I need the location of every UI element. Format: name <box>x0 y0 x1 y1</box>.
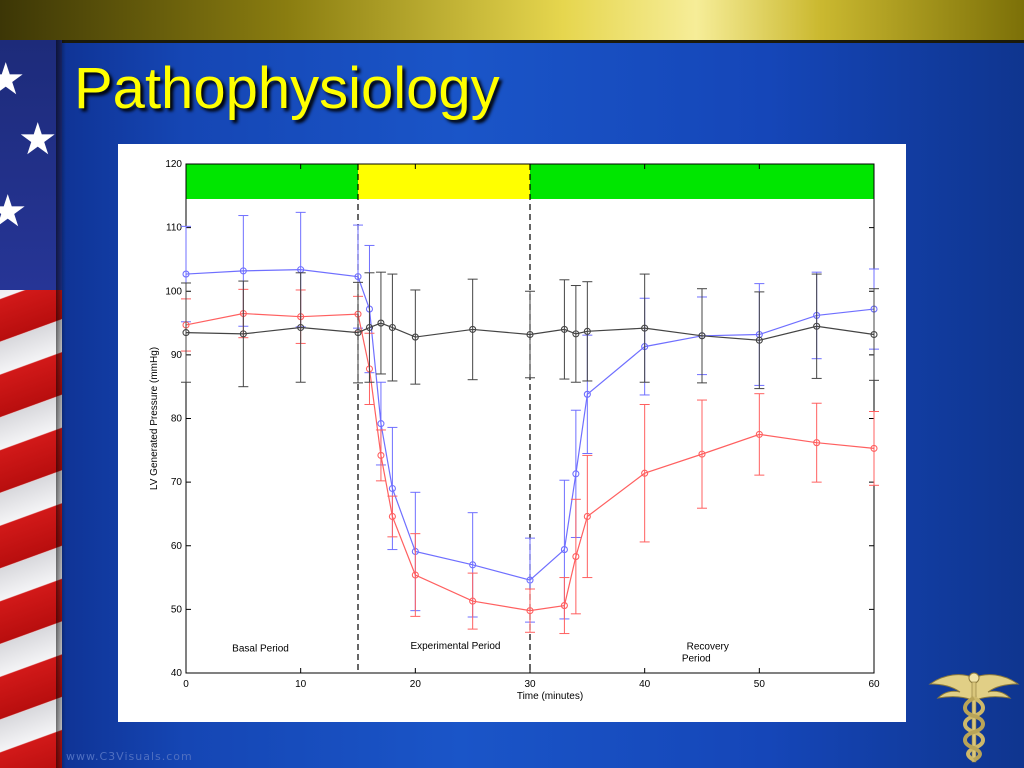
data-point <box>182 329 190 337</box>
data-point <box>388 484 396 493</box>
data-point <box>698 450 706 458</box>
data-point <box>388 323 396 332</box>
y-tick-label: 110 <box>166 223 182 234</box>
data-point <box>239 267 247 275</box>
data-point <box>641 324 649 332</box>
phase-band <box>530 164 874 199</box>
y-tick-label: 80 <box>171 414 183 425</box>
data-point <box>698 332 706 340</box>
series-line <box>185 312 875 612</box>
data-point <box>354 329 362 337</box>
x-tick-label: 40 <box>639 679 651 690</box>
data-point <box>469 597 477 605</box>
phase-annotation: Basal Period <box>232 643 289 654</box>
data-point <box>388 512 396 521</box>
caduceus-icon <box>928 672 1020 763</box>
data-point <box>526 607 534 615</box>
star-icon: ★ <box>0 186 28 237</box>
data-point <box>813 322 821 330</box>
data-point <box>572 553 580 561</box>
phase-annotation: Experimental Period <box>410 641 500 652</box>
data-point <box>377 420 385 428</box>
data-point <box>583 327 591 335</box>
data-point <box>182 270 190 278</box>
phase-band <box>186 164 358 199</box>
data-point <box>560 602 568 610</box>
data-point <box>572 330 580 338</box>
data-point <box>870 444 878 452</box>
y-tick-label: 100 <box>165 286 182 297</box>
star-icon: ★ <box>0 54 26 105</box>
data-point <box>641 469 649 477</box>
data-point <box>411 571 419 579</box>
data-point <box>377 319 385 327</box>
x-tick-label: 30 <box>524 679 536 690</box>
phase-band <box>358 164 530 199</box>
data-point <box>813 439 821 447</box>
x-tick-label: 0 <box>183 679 189 690</box>
y-tick-label: 90 <box>171 350 183 361</box>
x-tick-label: 20 <box>410 679 422 690</box>
data-point <box>755 430 763 438</box>
data-point <box>469 325 477 333</box>
data-point <box>572 470 580 478</box>
data-point <box>870 330 878 339</box>
data-point <box>411 333 419 341</box>
american-flag-image: ★ ★ ★ <box>0 40 62 768</box>
y-tick-label: 120 <box>165 159 182 170</box>
data-point <box>297 323 305 332</box>
y-tick-label: 40 <box>171 668 183 679</box>
series-line <box>185 269 875 581</box>
flag-shadow <box>56 40 66 768</box>
star-icon: ★ <box>18 114 58 165</box>
slide-title: Pathophysiology <box>74 56 500 121</box>
lv-pressure-chart: 0 10 20 30 40 50 60 40 50 60 70 80 90 100 110 120 Time (… <box>149 159 880 702</box>
data-point <box>239 330 247 338</box>
watermark-text: www.C3Visuals.com <box>66 750 193 763</box>
data-point <box>365 323 374 332</box>
data-point <box>755 336 763 344</box>
y-tick-label: 70 <box>171 477 183 488</box>
phase-annotation: Period <box>682 654 711 665</box>
series-line <box>185 322 875 341</box>
x-tick-label: 50 <box>754 679 766 690</box>
phase-annotation: Recovery <box>687 641 729 652</box>
data-point <box>583 390 591 398</box>
top-decorative-band <box>0 0 1024 43</box>
data-point <box>560 546 568 554</box>
data-point <box>469 561 477 569</box>
x-tick-label: 10 <box>295 679 307 690</box>
data-point <box>377 451 385 459</box>
chart-panel: 0 10 20 30 40 50 60 40 50 60 70 80 90 100 110 120 Time (… <box>118 144 906 722</box>
x-axis-label: Time (minutes) <box>517 691 583 702</box>
y-tick-label: 50 <box>171 604 183 615</box>
y-tick-label: 60 <box>171 541 183 552</box>
x-tick-label: 60 <box>868 679 880 690</box>
data-point <box>526 576 534 584</box>
data-point <box>583 512 591 521</box>
data-point <box>560 325 568 333</box>
y-axis-label: LV Generated Pressure (mmHg) <box>149 347 160 490</box>
data-point <box>354 273 362 281</box>
data-point <box>526 330 534 339</box>
